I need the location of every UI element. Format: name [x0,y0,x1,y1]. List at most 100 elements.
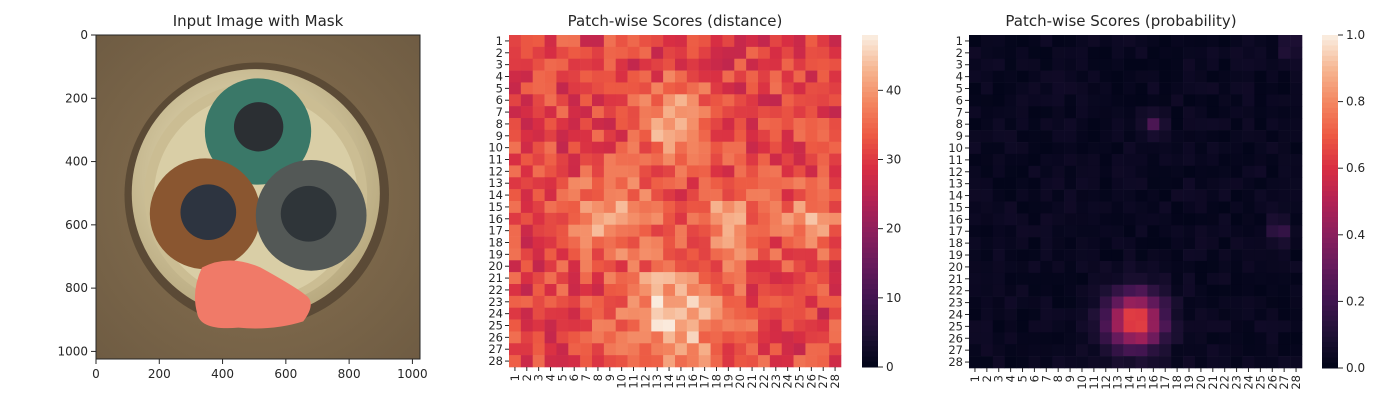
heatmap-cell [746,284,759,297]
colorbar-segment [862,351,878,358]
heatmap-cell [1218,189,1231,202]
heatmap-cell [980,308,994,321]
heatmap-cell [1028,284,1041,297]
heatmap-cell [1076,58,1089,71]
heatmap-cell [592,70,605,83]
colorbar-segment [862,143,878,150]
heatmap-cell [1064,165,1077,179]
heatmap-cell [1266,201,1279,214]
heatmap-cell [992,46,1005,60]
heatmap-cell [1135,260,1148,274]
heatmap-cell [781,331,794,344]
colorbar-segment [862,123,878,129]
heatmap-cell [969,356,982,369]
heatmap-cell [769,129,783,143]
heatmap-cell [1087,308,1101,321]
heatmap-cell [686,201,700,214]
heatmap-cell [1183,296,1196,309]
heatmap-cell [1254,284,1267,297]
heatmap-cell [969,284,982,297]
heatmap-cell [1135,130,1148,143]
heatmap-cell [532,355,545,368]
colorbar-segment [1322,274,1338,281]
heatmap-cell [1147,308,1160,321]
heatmap-cell [1183,308,1196,321]
colorbar-segment [862,226,878,233]
heatmap-cell [1230,284,1243,297]
heatmap-cell [1028,225,1041,238]
colorbar-segment [862,341,878,347]
heatmap-cell [1254,70,1267,83]
heatmap-cell [710,35,723,48]
heatmap-cell [568,343,581,356]
heatmap-cell [829,35,842,48]
heatmap-cell [1052,58,1065,71]
heatmap-cell [710,272,723,285]
heatmap-cell [829,331,842,344]
heatmap-cell [568,307,581,320]
heatmap-cell [769,284,783,297]
heatmap-cell [1218,213,1231,226]
heatmap-cell [1111,118,1124,131]
panel-probability-heatmap: Patch-wise Scores (probability) 12345678… [948,12,1365,390]
colorbar-segment [862,247,878,254]
heatmap-cell [1040,118,1053,131]
heatmap-cell [1183,272,1196,286]
heatmap-cell [1218,308,1231,321]
heatmap-cell [580,248,593,261]
heatmap-cell [615,307,628,320]
heatmap-cell [1183,142,1196,155]
heatmap-cell [781,46,794,60]
colorbar-segment [1322,253,1338,260]
heatmap-cell [544,35,557,48]
heatmap-cell [1254,201,1267,214]
heatmap-cell [663,224,676,237]
heatmap-cell [651,307,664,320]
colorbar-segment [1322,175,1338,182]
heatmap-cell [781,319,794,332]
heatmap-cell [651,236,664,249]
heatmap-cell [1016,356,1029,369]
heatmap-cell [698,248,711,261]
heatmap-cell [544,106,557,119]
heatmap-cell [544,212,557,226]
heatmap-cell [663,58,676,71]
y-tick-label: 14 [488,188,503,202]
heatmap-cell [758,224,771,237]
heatmap-cell [1099,284,1113,297]
heatmap-cell [1290,177,1303,190]
heatmap-cell [1171,70,1184,83]
colorbar-segment [862,180,878,186]
heatmap-cell [1076,320,1089,333]
heatmap-cell [805,129,818,143]
x-tick-label: 27 [816,374,830,389]
colorbar-tick-label: 0.4 [1346,228,1365,242]
heatmap-cell [556,236,569,249]
heatmap-cell [509,224,522,237]
heatmap-cell [627,248,640,261]
x-tick-label: 10 [615,374,629,389]
heatmap-cell [1194,153,1208,167]
heatmap-cell [793,35,806,48]
heatmap-cell [520,189,534,202]
heatmap-cell [639,331,652,344]
heatmap-cell [1099,106,1113,119]
heatmap-cell [1099,130,1113,143]
heatmap-cell [805,295,818,309]
heatmap-cell [805,106,818,119]
heatmap-cell [992,35,1005,48]
y-tick-label: 12 [488,164,503,178]
heatmap-cell [769,307,783,320]
x-tick-label: 4 [1004,375,1018,382]
heatmap-cell [675,260,688,273]
y-tick-label: 16 [948,212,963,226]
heatmap-cell [781,129,794,143]
heatmap-cell [722,212,735,226]
heatmap-cell [639,272,652,285]
heatmap-cell [1028,130,1041,143]
heatmap-cell [1040,308,1053,321]
heatmap-cell [520,307,534,320]
heatmap-cell [1087,189,1101,202]
heatmap-cell [544,94,557,107]
heatmap-cell [817,70,830,83]
